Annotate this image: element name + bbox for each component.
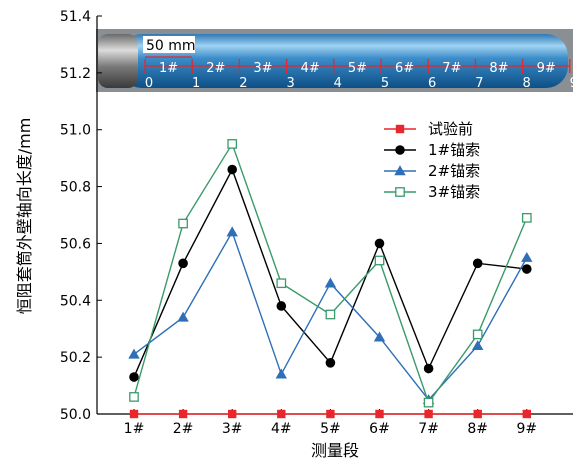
data-point <box>326 409 335 419</box>
y-axis-title: 恒阻套筒外壁轴向长度/mm <box>15 118 34 315</box>
data-point <box>226 226 238 237</box>
inset-photo: 0 1 2 3 4 5 6 7 8 9 1# 2# 3# 4# 5# 6# 7# 8# 9# 50 mm <box>96 29 578 92</box>
legend: 试验前 1#锚索 2#锚索 3#锚索 <box>384 120 480 201</box>
data-point <box>424 409 433 419</box>
legend-entry: 1#锚索 <box>384 141 480 159</box>
data-point <box>521 251 533 262</box>
segment-label: 8# <box>489 61 508 76</box>
series-2 <box>129 164 532 382</box>
mark-label: 5 <box>381 76 389 91</box>
data-point <box>423 397 434 408</box>
series-4 <box>129 139 532 408</box>
y-tick-label: 50.8 <box>60 180 91 196</box>
segment-label: 3# <box>253 61 272 76</box>
data-point <box>129 409 139 419</box>
data-point <box>178 218 188 229</box>
x-tick-label: 2# <box>173 421 194 437</box>
x-tick-label: 9# <box>516 421 537 437</box>
data-point <box>228 409 237 419</box>
data-point <box>374 238 385 249</box>
plot-area <box>128 139 533 419</box>
y-tick-label: 51.4 <box>60 9 91 25</box>
legend-label: 3#锚索 <box>428 183 480 201</box>
x-tick-label: 3# <box>222 421 243 437</box>
x-tick-label: 7# <box>418 421 439 437</box>
data-point <box>324 277 337 288</box>
data-point <box>522 409 531 419</box>
scale-box <box>143 36 195 53</box>
data-point <box>522 264 532 274</box>
segment-label: 2# <box>206 61 225 76</box>
data-point <box>375 409 384 419</box>
data-point <box>521 212 532 223</box>
data-point <box>423 363 434 374</box>
y-tick-label: 50.0 <box>60 407 91 423</box>
data-point <box>129 372 139 382</box>
data-point <box>325 309 336 320</box>
segment-label: 7# <box>442 61 461 76</box>
legend-label: 2#锚索 <box>428 162 480 180</box>
data-point <box>394 165 406 176</box>
mark-label: 2 <box>239 76 247 91</box>
data-point <box>276 301 287 311</box>
scale-label: 50 mm <box>146 38 196 54</box>
series-1 <box>129 409 531 419</box>
y-tick-label: 50.2 <box>60 350 91 366</box>
mark-label: 7 <box>475 76 483 91</box>
segment-label: 4# <box>301 61 320 76</box>
data-point <box>395 187 405 197</box>
data-point <box>178 409 188 419</box>
data-point <box>276 278 287 289</box>
data-point <box>325 358 336 368</box>
legend-entry: 3#锚索 <box>384 183 480 201</box>
data-point <box>277 409 286 419</box>
legend-entry: 2#锚索 <box>384 162 480 180</box>
mark-label: 3 <box>286 76 294 91</box>
y-tick-label: 50.6 <box>60 236 91 252</box>
data-point <box>128 348 140 359</box>
data-point <box>473 409 482 419</box>
y-axis: 50.0 50.2 50.4 50.6 50.8 51.0 51.2 51.4 <box>60 9 102 423</box>
data-point <box>395 124 405 134</box>
data-point <box>227 139 238 149</box>
tube-end-cap <box>98 34 138 88</box>
data-point <box>472 340 484 351</box>
data-point <box>395 145 405 155</box>
legend-label: 1#锚索 <box>428 141 480 159</box>
legend-label: 试验前 <box>428 120 473 138</box>
data-point <box>177 311 189 322</box>
x-axis-title: 测量段 <box>311 441 359 460</box>
data-point <box>374 255 385 266</box>
data-point <box>227 164 237 175</box>
x-tick-label: 4# <box>271 421 292 437</box>
data-point <box>373 331 386 342</box>
mark-label: 8 <box>522 76 530 91</box>
legend-entry: 试验前 <box>384 120 473 138</box>
x-tick-label: 6# <box>369 421 390 437</box>
data-point <box>472 258 483 269</box>
x-tick-label: 5# <box>320 421 341 437</box>
data-point <box>129 392 139 402</box>
y-tick-label: 50.4 <box>60 293 91 309</box>
y-tick-label: 51.0 <box>60 123 91 139</box>
data-point <box>472 329 483 340</box>
tube-body <box>120 34 568 88</box>
data-point <box>178 258 188 269</box>
x-axis: 1# 2# 3# 4# 5# 6# 7# 8# 9# <box>124 409 537 437</box>
segment-label: 1# <box>159 61 178 76</box>
mark-label: 9 <box>570 76 578 91</box>
y-tick-label: 51.2 <box>60 66 91 82</box>
mark-label: 6 <box>428 76 436 91</box>
segment-label: 6# <box>395 61 414 76</box>
segment-label: 5# <box>348 61 367 76</box>
mark-label: 1 <box>192 76 200 91</box>
mark-label: 0 <box>145 76 153 91</box>
data-point <box>275 368 287 379</box>
mark-label: 4 <box>334 76 342 91</box>
segment-label: 9# <box>537 61 556 76</box>
x-tick-label: 8# <box>467 421 488 437</box>
x-tick-label: 1# <box>124 421 145 437</box>
